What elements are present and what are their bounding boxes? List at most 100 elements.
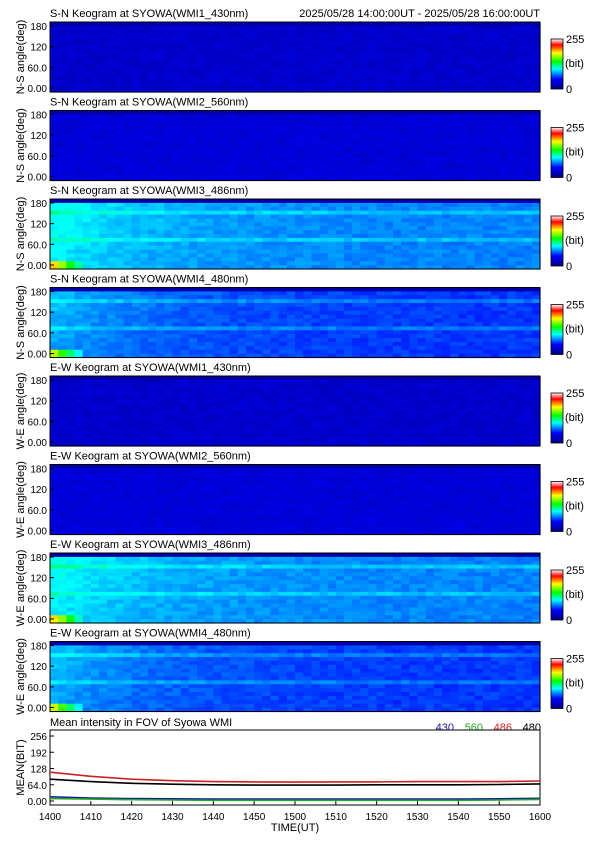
plot-title: Mean intensity in FOV of Syowa WMI [50, 717, 232, 729]
colorbar-unit-label: (bit) [565, 412, 584, 424]
colorbar-min-label: 0 [566, 527, 572, 539]
keogram-image [50, 464, 541, 536]
keogram-image [50, 22, 541, 93]
keogram-tick-label: 180 [30, 553, 47, 564]
x-tick-label: 1530 [406, 812, 429, 823]
x-tick-label: 1540 [447, 812, 470, 823]
keogram-panel: E-W Keogram at SYOWA(WMI2_560nm)180 120 60… [15, 451, 584, 539]
keogram-title: E-W Keogram at SYOWA(WMI1_430nm) [50, 362, 251, 374]
plot-frame [49, 729, 541, 806]
colorbar-min-label: 0 [566, 261, 572, 273]
keogram-tick-label: 0.00 [28, 261, 48, 272]
keogram-tick-label: 0.00 [28, 704, 48, 715]
colorbar-unit-label: (bit) [565, 501, 584, 513]
colorbar-min-label: 0 [566, 84, 572, 96]
keogram-ylabel: N-S angle(deg) [15, 20, 27, 95]
x-tick-label: 1520 [366, 812, 389, 823]
y-tick-label: 64.0 [28, 781, 48, 792]
colorbar [550, 569, 564, 621]
keogram-frame [49, 287, 541, 358]
y-tick-label: 256 [30, 732, 47, 743]
keogram-image [50, 110, 541, 182]
keogram-tick-label: 0.00 [28, 438, 48, 449]
y-tick-label: 192 [30, 748, 47, 759]
keogram-tick-label: 120 [30, 308, 47, 319]
keogram-panel: S-N Keogram at SYOWA(WMI1_430nm) 2025/05/… [15, 8, 584, 96]
keogram-tick-label: 60.0 [28, 594, 48, 605]
keogram-image [50, 287, 541, 359]
colorbar-max-label: 255 [566, 565, 584, 577]
keogram-image [50, 199, 541, 270]
colorbar-max-label: 255 [566, 34, 584, 46]
series-line-560 [49, 797, 541, 802]
x-tick-label: 1410 [80, 812, 103, 823]
keogram-panel: E-W Keogram at SYOWA(WMI1_430nm)180 120 60… [15, 362, 584, 450]
keogram-tick-label: 120 [30, 485, 47, 496]
colorbar [550, 38, 564, 90]
keogram-ylabel: W-E angle(deg) [15, 373, 27, 450]
keogram-ylabel: W-E angle(deg) [15, 550, 27, 627]
keogram-tick-label: 0.00 [28, 84, 48, 95]
keogram-tick-label: 180 [30, 22, 47, 33]
time-range-label: 2025/05/28 14:00:00UT - 2025/05/28 16:00… [299, 8, 540, 20]
keogram-tick-label: 0.00 [28, 350, 48, 361]
colorbar-unit-label: (bit) [565, 678, 584, 690]
keogram-frame [49, 552, 541, 624]
keogram-panel: E-W Keogram at SYOWA(WMI3_486nm)180 120 60… [15, 539, 584, 627]
colorbar-min-label: 0 [566, 438, 572, 450]
colorbar [550, 392, 564, 444]
keogram-title: S-N Keogram at SYOWA(WMI1_430nm) [50, 8, 248, 20]
keogram-tick-label: 60.0 [28, 240, 48, 251]
colorbar-unit-label: (bit) [565, 58, 584, 70]
keogram-frame [49, 110, 541, 181]
colorbar-min-label: 0 [566, 173, 572, 185]
keogram-tick-label: 180 [30, 465, 47, 476]
x-tick-label: 1450 [243, 812, 266, 823]
keogram-tick-label: 60.0 [28, 417, 48, 428]
keogram-panel: S-N Keogram at SYOWA(WMI4_480nm)180 120 60… [15, 274, 584, 362]
keogram-ylabel: N-S angle(deg) [15, 285, 27, 360]
keogram-frame [49, 198, 541, 270]
colorbar [550, 304, 564, 355]
keogram-tick-label: 60.0 [28, 152, 48, 163]
colorbar-max-label: 255 [566, 388, 584, 400]
colorbar-max-label: 255 [566, 123, 584, 135]
colorbar-max-label: 255 [566, 477, 584, 489]
keogram-tick-label: 0.00 [28, 527, 48, 538]
keogram-tick-label: 60.0 [28, 683, 48, 694]
y-axis-label: MEAN(BIT) [15, 739, 27, 795]
keogram-ylabel: W-E angle(deg) [15, 638, 27, 715]
keogram-frame [49, 464, 541, 535]
keogram-ylabel: N-S angle(deg) [15, 197, 27, 272]
keogram-title: S-N Keogram at SYOWA(WMI4_480nm) [50, 274, 248, 286]
x-tick-label: 1500 [284, 812, 307, 823]
keogram-title: E-W Keogram at SYOWA(WMI3_486nm) [50, 539, 251, 551]
keogram-tick-label: 180 [30, 111, 47, 122]
keogram-frame [49, 641, 541, 712]
keogram-tick-label: 180 [30, 642, 47, 653]
keogram-tick-label: 60.0 [28, 506, 48, 517]
keogram-tick-label: 180 [30, 376, 47, 387]
keogram-ylabel: N-S angle(deg) [15, 108, 27, 183]
series-line-486 [49, 771, 541, 783]
keogram-panel: S-N Keogram at SYOWA(WMI2_560nm)180 120 60… [15, 97, 584, 185]
colorbar-min-label: 0 [566, 615, 572, 627]
y-tick-label: 128 [30, 765, 47, 776]
keogram-title: S-N Keogram at SYOWA(WMI3_486nm) [50, 185, 248, 197]
x-tick-label: 1510 [325, 812, 348, 823]
keogram-panel: S-N Keogram at SYOWA(WMI3_486nm)180 120 60… [15, 185, 584, 273]
x-tick-label: 1400 [39, 812, 62, 823]
keogram-tick-label: 120 [30, 43, 47, 54]
keogram-title: E-W Keogram at SYOWA(WMI4_480nm) [50, 628, 251, 640]
x-tick-label: 1430 [161, 812, 184, 823]
colorbar-unit-label: (bit) [565, 235, 584, 247]
x-tick-label: 1600 [529, 812, 552, 823]
keogram-image [50, 641, 541, 713]
keogram-image [50, 376, 541, 447]
keogram-tick-label: 0.00 [28, 615, 48, 626]
colorbar [550, 127, 564, 178]
colorbar-min-label: 0 [566, 704, 572, 716]
keogram-tick-label: 60.0 [28, 329, 48, 340]
keogram-tick-label: 60.0 [28, 63, 48, 74]
